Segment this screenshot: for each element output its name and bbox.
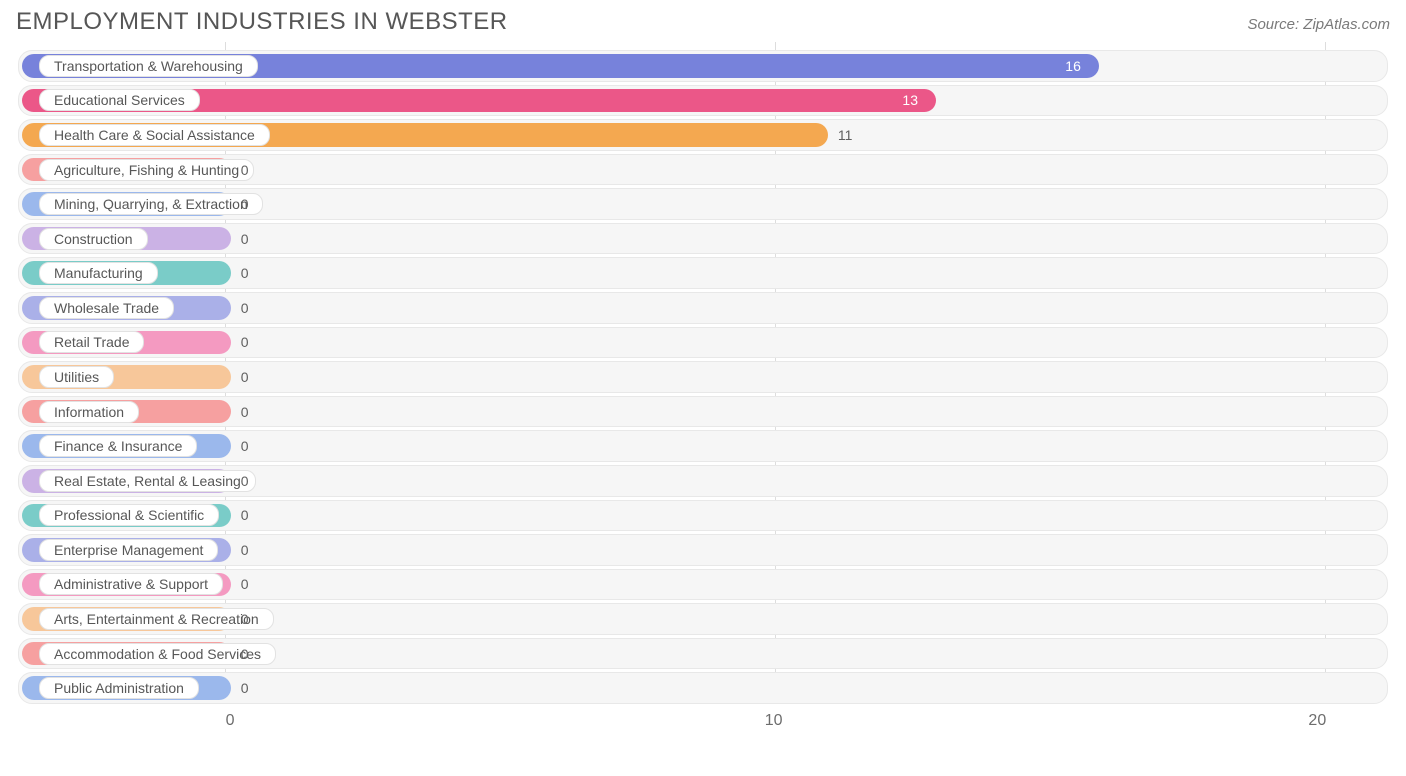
bar-row: Professional & Scientific 0 [18,500,1388,532]
bar-row: Information 0 [18,396,1388,428]
bar-rows: Transportation & Warehousing 16 Educationa… [18,50,1388,704]
bar-row: Enterprise Management 0 [18,534,1388,566]
bar-label: Retail Trade [39,331,144,353]
bar-value: 0 [241,265,249,281]
bar-row: Agriculture, Fishing & Hunting0 [18,154,1388,186]
bar-label: Administrative & Support [39,573,223,595]
bar-label: Educational Services [39,89,200,111]
bar-label: Public Administration [39,677,199,699]
plot-area: Transportation & Warehousing 16 Educationa… [10,42,1396,742]
bar-label: Agriculture, Fishing & Hunting [39,159,254,181]
bar-label: Real Estate, Rental & Leasing [39,470,256,492]
bar-value: 11 [838,127,853,143]
bar-value: 0 [241,473,249,489]
bar-value: 0 [241,334,249,350]
x-tick-label: 10 [765,712,783,730]
bar-row: Public Administration 0 [18,672,1388,704]
bar-label: Manufacturing [39,262,158,284]
bar-value: 16 [1065,58,1081,74]
bar-row: Health Care & Social Assistance 11 [18,119,1388,151]
x-tick-label: 0 [226,712,235,730]
bar-value: 0 [241,680,249,696]
bar-value: 0 [241,611,249,627]
bar-row: Finance & Insurance 0 [18,430,1388,462]
bar-row: Retail Trade 0 [18,327,1388,359]
bar-label: Professional & Scientific [39,504,219,526]
bar-row: Real Estate, Rental & Leasing0 [18,465,1388,497]
bar-row: Utilities 0 [18,361,1388,393]
bar-value: 0 [241,542,249,558]
bar-value: 0 [241,300,249,316]
bar-value: 0 [241,162,249,178]
x-axis: 0 10 20 [18,708,1388,742]
bar-row: Construction 0 [18,223,1388,255]
bar-label: Wholesale Trade [39,297,174,319]
bar-row: Accommodation & Food Services0 [18,638,1388,670]
bar-row: Mining, Quarrying, & Extraction0 [18,188,1388,220]
bar-value: 0 [241,438,249,454]
bar-value: 0 [241,576,249,592]
bar-value: 0 [241,646,249,662]
bar-value: 0 [241,196,249,212]
bar-value: 13 [902,92,918,108]
bar-label: Utilities [39,366,114,388]
employment-chart: EMPLOYMENT INDUSTRIES IN WEBSTER Source:… [0,0,1406,776]
bar-row: Transportation & Warehousing 16 [18,50,1388,82]
bar-row: Wholesale Trade 0 [18,292,1388,324]
chart-header: EMPLOYMENT INDUSTRIES IN WEBSTER Source:… [10,8,1396,42]
bar-row: Manufacturing 0 [18,257,1388,289]
bar-label: Enterprise Management [39,539,218,561]
bar-row: Arts, Entertainment & Recreation0 [18,603,1388,635]
bar-label: Finance & Insurance [39,435,197,457]
bar-label: Information [39,401,139,423]
bar-value: 0 [241,369,249,385]
bar-label: Health Care & Social Assistance [39,124,270,146]
chart-title: EMPLOYMENT INDUSTRIES IN WEBSTER [16,8,508,36]
bar-label: Mining, Quarrying, & Extraction [39,193,263,215]
x-tick-label: 20 [1308,712,1326,730]
bar-label: Arts, Entertainment & Recreation [39,608,274,630]
bar-label: Transportation & Warehousing [39,55,258,77]
bar-value: 0 [241,507,249,523]
bar-label: Construction [39,228,148,250]
bar-row: Educational Services 13 [18,85,1388,117]
bar-row: Administrative & Support 0 [18,569,1388,601]
chart-source: Source: ZipAtlas.com [1247,16,1390,33]
bar-value: 0 [241,231,249,247]
bar-value: 0 [241,404,249,420]
